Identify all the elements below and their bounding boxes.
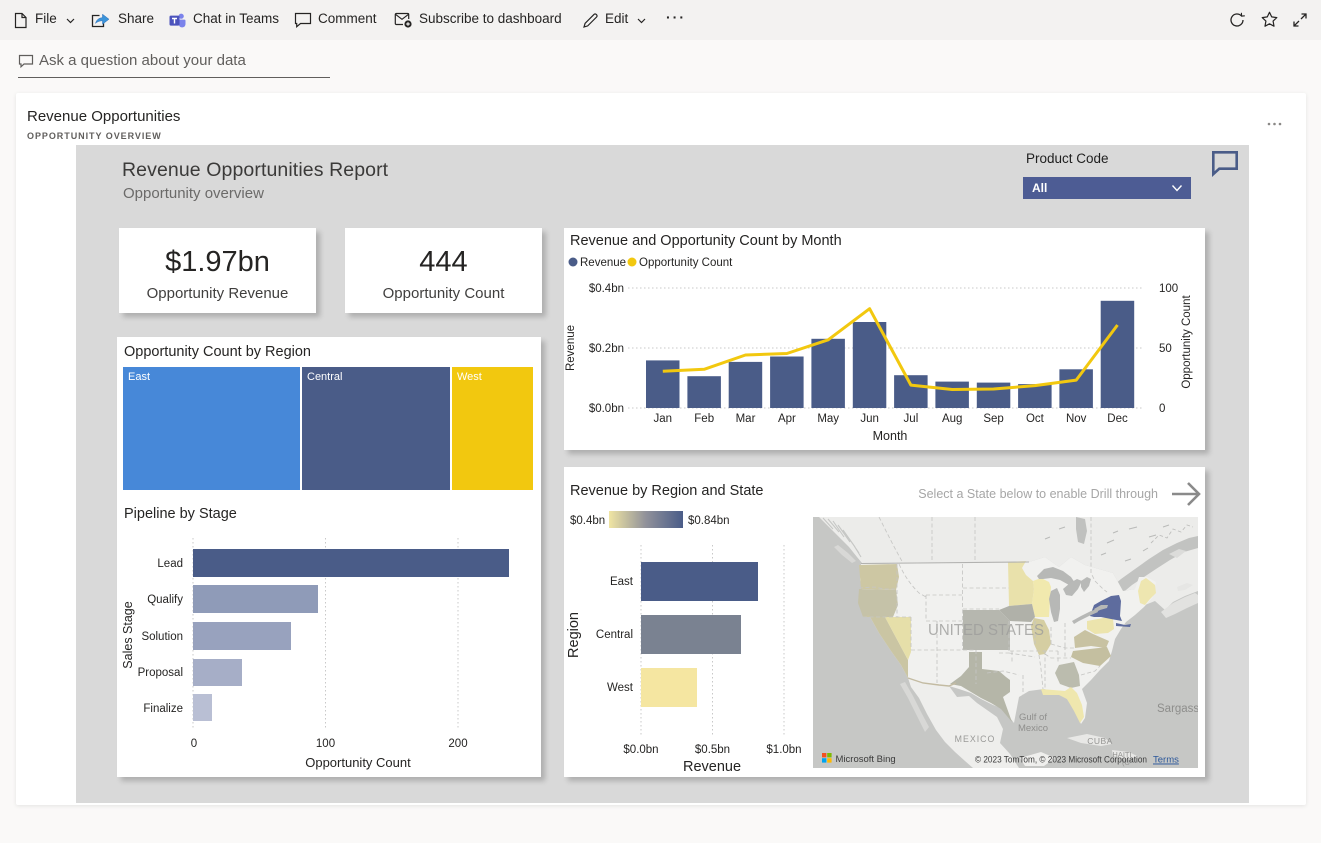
svg-text:May: May — [817, 413, 839, 425]
svg-text:Sales Stage: Sales Stage — [121, 601, 135, 668]
svg-text:0: 0 — [191, 738, 197, 750]
svg-text:MEXICO: MEXICO — [955, 734, 996, 744]
svg-text:Nov: Nov — [1066, 413, 1087, 425]
svg-text:Region: Region — [566, 612, 582, 658]
svg-text:Solution: Solution — [141, 631, 183, 643]
svg-text:$0.4bn: $0.4bn — [570, 515, 605, 527]
svg-text:Feb: Feb — [694, 413, 714, 425]
svg-text:HAITI: HAITI — [1112, 750, 1131, 759]
svg-text:Microsoft Bing: Microsoft Bing — [836, 754, 896, 765]
svg-text:Lead: Lead — [157, 558, 183, 570]
svg-text:$0.2bn: $0.2bn — [589, 343, 624, 355]
svg-text:Jan: Jan — [654, 413, 673, 425]
svg-text:Mar: Mar — [736, 413, 756, 425]
svg-text:Revenue: Revenue — [683, 759, 741, 775]
svg-text:East: East — [610, 576, 634, 588]
svg-text:Proposal: Proposal — [138, 667, 183, 679]
svg-text:Jun: Jun — [860, 413, 879, 425]
svg-text:Qualify: Qualify — [147, 594, 183, 606]
svg-text:$0.4bn: $0.4bn — [589, 283, 624, 295]
svg-text:Month: Month — [873, 429, 908, 443]
svg-text:100: 100 — [316, 738, 335, 750]
svg-text:© 2023 TomTom, © 2023 Microsof: © 2023 TomTom, © 2023 Microsoft Corporat… — [975, 755, 1147, 766]
svg-text:Dec: Dec — [1107, 413, 1128, 425]
svg-text:Gulf of: Gulf of — [1019, 712, 1047, 723]
svg-text:(U: (U — [1122, 758, 1130, 767]
svg-text:$0.0bn: $0.0bn — [623, 744, 658, 756]
svg-text:Opportunity Count: Opportunity Count — [1181, 295, 1193, 389]
svg-text:Opportunity Count: Opportunity Count — [305, 755, 411, 770]
svg-text:$1.0bn: $1.0bn — [766, 744, 801, 756]
svg-text:Revenue: Revenue — [565, 325, 577, 371]
svg-text:0: 0 — [1159, 403, 1165, 415]
svg-text:Jul: Jul — [904, 413, 919, 425]
svg-text:Sargasso S: Sargasso S — [1157, 703, 1198, 715]
svg-text:Opportunity Count: Opportunity Count — [639, 257, 733, 269]
svg-text:50: 50 — [1159, 343, 1172, 355]
svg-text:UNITED STATES: UNITED STATES — [928, 622, 1044, 639]
svg-text:Finalize: Finalize — [143, 703, 183, 715]
svg-text:100: 100 — [1159, 283, 1178, 295]
svg-text:Terms: Terms — [1153, 755, 1179, 766]
svg-text:Central: Central — [596, 629, 633, 641]
svg-text:$0.0bn: $0.0bn — [589, 403, 624, 415]
svg-text:Oct: Oct — [1026, 413, 1045, 425]
svg-text:Sep: Sep — [983, 413, 1003, 425]
svg-text:$0.5bn: $0.5bn — [695, 744, 730, 756]
svg-text:CUBA: CUBA — [1087, 736, 1113, 746]
svg-text:Revenue: Revenue — [580, 257, 626, 269]
svg-text:$0.84bn: $0.84bn — [688, 515, 730, 527]
svg-text:Mexico: Mexico — [1018, 723, 1048, 734]
svg-text:200: 200 — [448, 738, 467, 750]
svg-text:Aug: Aug — [942, 413, 962, 425]
svg-text:West: West — [607, 682, 634, 694]
svg-text:Apr: Apr — [778, 413, 796, 425]
